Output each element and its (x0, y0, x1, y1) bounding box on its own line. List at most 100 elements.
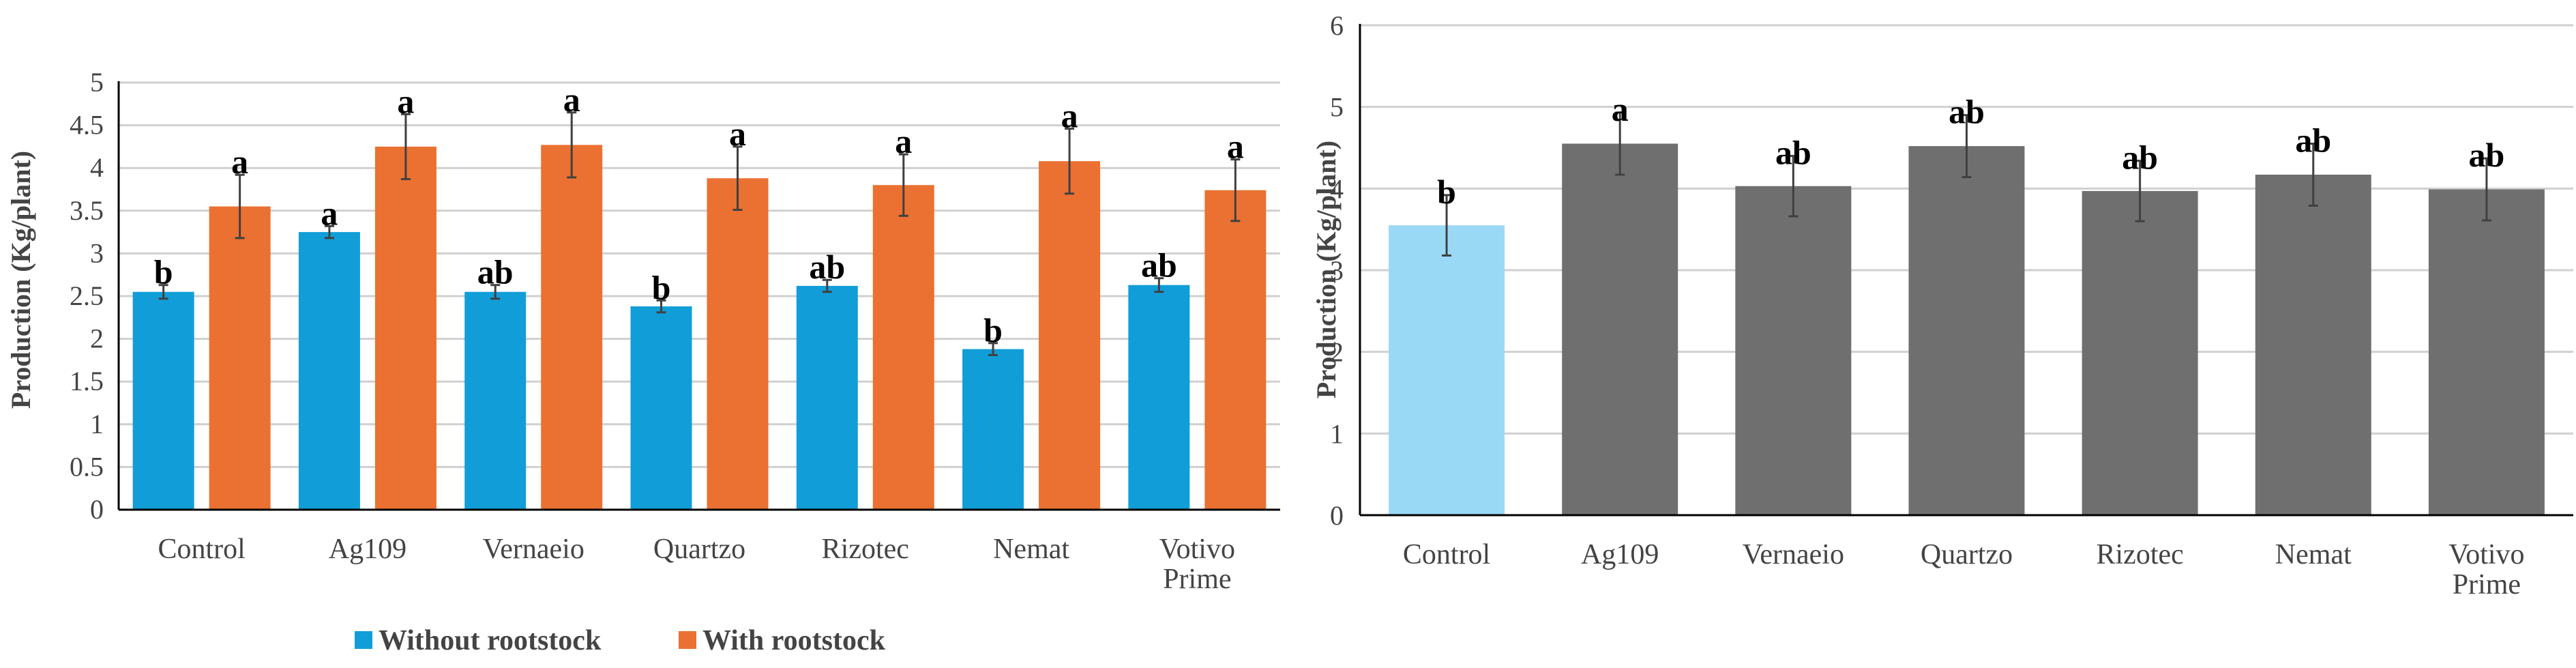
x-tick-label-left-vernaeio: Vernaeio (483, 534, 584, 565)
left-y-tick-label: 0.5 (70, 451, 104, 482)
sig-letter-left-nemat-with-rootstock: a (1061, 97, 1078, 135)
bar-left-nemat-with-rootstock (1039, 161, 1101, 510)
right-y-tick-label: 1 (1330, 418, 1344, 449)
right-y-tick-label: 6 (1330, 10, 1344, 41)
sig-letter-right-vernaeio: ab (1775, 133, 1811, 171)
error-bar-right-nemat (2308, 143, 2318, 207)
left-y-tick-label: 1 (90, 409, 104, 439)
bar-left-votivo-prime-with-rootstock (1204, 190, 1267, 510)
bar-left-quartzo-without-rootstock (630, 306, 692, 510)
bar-right-nemat (2255, 174, 2371, 516)
sig-letter-right-quartzo: ab (1949, 93, 1985, 131)
left-y-tick-label: 1.5 (70, 366, 104, 396)
sig-letter-left-votivo-prime-without-rootstock: ab (1141, 246, 1177, 285)
sig-letter-left-control-with-rootstock: a (231, 143, 248, 181)
x-tick-label-right-vernaeio: Vernaeio (1743, 539, 1844, 570)
error-bar-left-ag109-without-rootstock (324, 224, 334, 239)
x-tick-label-right-quartzo: Quartzo (1921, 539, 2013, 570)
sig-letter-left-ag109-with-rootstock: a (397, 82, 414, 120)
error-bar-left-nemat-with-rootstock (1065, 128, 1075, 195)
left-y-axis-title: Production (Kg/plant) (5, 151, 36, 409)
chart-left: 0 0.5 1 1.5 2 2.5 3 3.5 4 4.5 5 b a Control a a Ag109 ab… (0, 0, 1289, 665)
right-y-tick-label: 3 (1330, 255, 1344, 286)
bar-right-votivo-prime (2428, 189, 2545, 515)
x-tick-label-left-nemat: Nemat (993, 534, 1069, 565)
left-y-tick-label: 3 (90, 237, 104, 268)
left-y-tick-label: 5 (90, 67, 104, 98)
bar-left-control-with-rootstock (209, 206, 271, 510)
error-bar-right-control (1442, 194, 1452, 257)
error-bar-left-nemat-without-rootstock (988, 342, 998, 356)
right-bars (1389, 111, 2545, 516)
x-tick-label-right-votivo-prime: Votivo Prime (2448, 539, 2524, 600)
left-y-tick-label: 0 (90, 494, 104, 525)
left-axes: 0 0.5 1 1.5 2 2.5 3 3.5 4 4.5 5 (70, 67, 1280, 525)
error-bar-right-vernaeio (1788, 154, 1798, 218)
error-bar-right-rizotec (2135, 160, 2145, 222)
sig-letter-left-nemat-without-rootstock: b (983, 311, 1003, 349)
error-bar-left-quartzo-with-rootstock (732, 145, 743, 212)
sig-letter-left-control-without-rootstock: b (154, 253, 173, 291)
error-bar-left-vernaeio-without-rootstock (490, 284, 501, 300)
bar-left-control-without-rootstock (132, 291, 194, 510)
bar-right-quartzo (1908, 146, 2025, 515)
error-bar-left-control-without-rootstock (158, 284, 168, 300)
legend-swatch-with-rootstock (679, 631, 696, 649)
sig-letter-left-rizotec-with-rootstock: a (895, 122, 912, 160)
error-bar-left-votivo-prime-with-rootstock (1230, 158, 1241, 222)
sig-letter-right-ag109: a (1612, 90, 1629, 128)
x-tick-label-left-votivo-prime: Votivo Prime (1159, 534, 1235, 595)
bar-left-votivo-prime-without-rootstock (1128, 285, 1190, 510)
bar-left-nemat-without-rootstock (962, 349, 1024, 510)
x-tick-label-left-rizotec: Rizotec (822, 534, 909, 565)
sig-letter-left-quartzo-with-rootstock: a (729, 115, 746, 153)
error-bar-left-rizotec-with-rootstock (898, 153, 908, 217)
x-tick-label-right-ag109: Ag109 (1581, 539, 1659, 570)
error-bar-left-control-with-rootstock (235, 173, 245, 239)
x-tick-label-right-rizotec: Rizotec (2097, 539, 2184, 570)
legend-label-without-rootstock: Without rootstock (379, 625, 602, 656)
x-tick-label-right-control: Control (1403, 539, 1490, 570)
bar-left-vernaeio-without-rootstock (464, 291, 527, 510)
error-bar-left-vernaeio-with-rootstock (567, 111, 577, 179)
bar-right-control (1389, 225, 1505, 515)
chart-right: 0 1 2 3 4 5 6 b Control a Ag109 ab Vernaeio ab Quartz… (1289, 0, 2576, 665)
sig-letter-left-rizotec-without-rootstock: ab (809, 248, 845, 286)
error-bar-right-ag109 (1615, 111, 1625, 176)
bar-right-rizotec (2082, 190, 2198, 515)
left-gridlines (119, 81, 1280, 468)
error-bar-left-votivo-prime-without-rootstock (1154, 277, 1164, 293)
right-labels: b Control a Ag109 ab Vernaeio ab Quartzo ab Rizot… (1403, 90, 2525, 600)
x-tick-label-right-nemat: Nemat (2275, 539, 2352, 570)
sig-letter-right-rizotec: ab (2122, 139, 2158, 177)
sig-letter-left-votivo-prime-with-rootstock: a (1227, 128, 1244, 166)
right-y-tick-label: 0 (1330, 500, 1344, 531)
right-y-tick-label: 5 (1330, 92, 1344, 123)
sig-letter-left-ag109-without-rootstock: a (321, 194, 338, 232)
error-bar-left-ag109-with-rootstock (400, 113, 411, 180)
right-axes: 0 1 2 3 4 5 6 (1330, 10, 2573, 531)
sig-letter-left-quartzo-without-rootstock: b (652, 268, 671, 306)
error-bar-left-rizotec-without-rootstock (822, 278, 832, 293)
left-bars (132, 111, 1267, 510)
left-y-tick-label: 4.5 (70, 110, 104, 141)
bar-left-vernaeio-with-rootstock (541, 145, 603, 510)
left-y-tick-label: 2 (90, 323, 104, 354)
sig-letter-right-nemat: ab (2295, 121, 2331, 160)
x-tick-label-left-quartzo: Quartzo (653, 534, 745, 565)
right-y-tick-label: 4 (1330, 173, 1344, 204)
left-labels: baControlaaAg109abaVernaeiobaQuartzoabaR… (154, 81, 1244, 595)
bar-left-ag109-without-rootstock (298, 232, 360, 510)
left-legend: Without rootstock With rootstock (355, 625, 886, 656)
error-bar-right-quartzo (1961, 114, 1972, 179)
error-bar-left-quartzo-without-rootstock (656, 299, 666, 314)
sig-letter-left-vernaeio-with-rootstock: a (563, 81, 580, 119)
x-tick-label-left-ag109: Ag109 (329, 534, 406, 565)
x-tick-label-left-control: Control (158, 534, 245, 565)
bar-left-rizotec-with-rootstock (872, 185, 934, 510)
right-y-tick-label: 2 (1330, 337, 1344, 368)
bar-left-rizotec-without-rootstock (796, 285, 858, 510)
chart-left-svg: 00.511.522.533.544.55 baControlaaAg109ab… (5, 67, 1280, 656)
left-y-tick-label: 2.5 (70, 280, 104, 311)
left-y-tick-label: 3.5 (70, 195, 104, 226)
